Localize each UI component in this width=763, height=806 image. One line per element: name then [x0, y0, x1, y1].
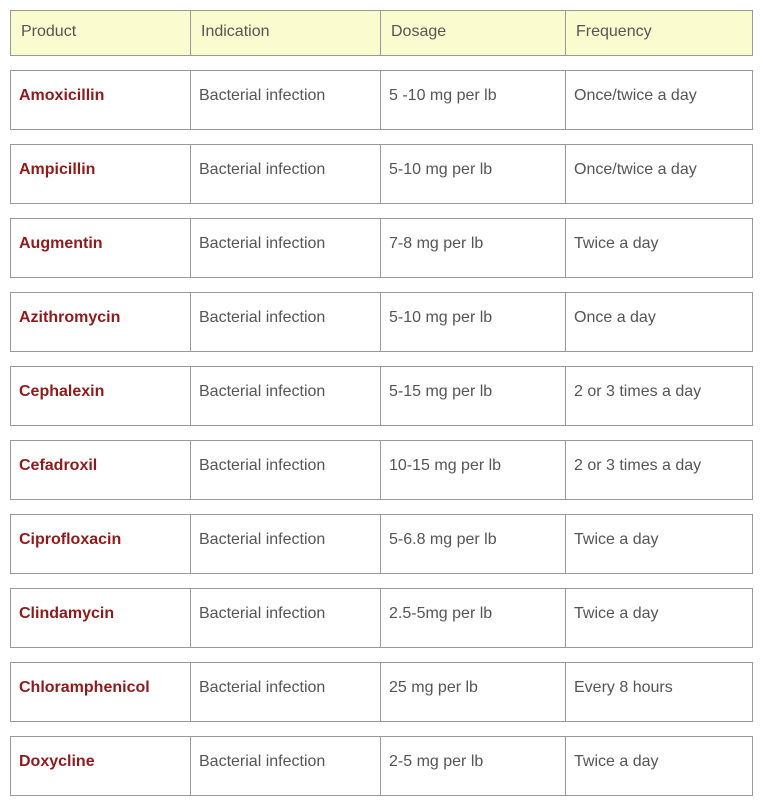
cell-product: Cefadroxil	[10, 440, 190, 500]
cell-dosage: 10-15 mg per lb	[380, 440, 565, 500]
cell-frequency: Twice a day	[565, 588, 753, 648]
cell-frequency: 2 or 3 times a day	[565, 366, 753, 426]
cell-product: Azithromycin	[10, 292, 190, 352]
table-row: ClindamycinBacterial infection2.5-5mg pe…	[10, 588, 753, 648]
row-spacer	[10, 722, 753, 736]
cell-product: Doxycline	[10, 736, 190, 796]
cell-dosage: 7-8 mg per lb	[380, 218, 565, 278]
table-header-row: Product Indication Dosage Frequency	[10, 10, 753, 56]
table-row: AugmentinBacterial infection7-8 mg per l…	[10, 218, 753, 278]
cell-frequency: Twice a day	[565, 218, 753, 278]
cell-dosage: 5-10 mg per lb	[380, 292, 565, 352]
cell-indication: Bacterial infection	[190, 662, 380, 722]
row-spacer	[10, 574, 753, 588]
cell-indication: Bacterial infection	[190, 440, 380, 500]
row-spacer	[10, 278, 753, 292]
table-row: DoxyclineBacterial infection2-5 mg per l…	[10, 736, 753, 796]
cell-frequency: Every 8 hours	[565, 662, 753, 722]
cell-dosage: 5-15 mg per lb	[380, 366, 565, 426]
cell-product: Ampicillin	[10, 144, 190, 204]
table-row: CephalexinBacterial infection 5-15 mg pe…	[10, 366, 753, 426]
cell-product: Ciprofloxacin	[10, 514, 190, 574]
cell-frequency: Twice a day	[565, 514, 753, 574]
cell-frequency: Once/twice a day	[565, 70, 753, 130]
cell-indication: Bacterial infection	[190, 70, 380, 130]
table-row: AzithromycinBacterial infection5-10 mg p…	[10, 292, 753, 352]
column-header-frequency: Frequency	[565, 10, 753, 56]
cell-dosage: 5 -10 mg per lb	[380, 70, 565, 130]
row-spacer	[10, 426, 753, 440]
column-header-indication: Indication	[190, 10, 380, 56]
table-body: AmoxicillinBacterial infection5 -10 mg p…	[10, 56, 753, 796]
table-row: AmpicillinBacterial infection5-10 mg per…	[10, 144, 753, 204]
cell-frequency: Once a day	[565, 292, 753, 352]
cell-indication: Bacterial infection	[190, 292, 380, 352]
cell-indication: Bacterial infection	[190, 144, 380, 204]
cell-frequency: Once/twice a day	[565, 144, 753, 204]
cell-frequency: 2 or 3 times a day	[565, 440, 753, 500]
column-header-product: Product	[10, 10, 190, 56]
cell-dosage: 5-6.8 mg per lb	[380, 514, 565, 574]
cell-indication: Bacterial infection	[190, 588, 380, 648]
table-row: ChloramphenicolBacterial infection25 mg …	[10, 662, 753, 722]
row-spacer	[10, 648, 753, 662]
cell-product: Clindamycin	[10, 588, 190, 648]
column-header-dosage: Dosage	[380, 10, 565, 56]
row-spacer	[10, 130, 753, 144]
cell-product: Cephalexin	[10, 366, 190, 426]
cell-product: Augmentin	[10, 218, 190, 278]
cell-dosage: 2.5-5mg per lb	[380, 588, 565, 648]
cell-product: Chloramphenicol	[10, 662, 190, 722]
row-spacer	[10, 204, 753, 218]
cell-indication: Bacterial infection	[190, 366, 380, 426]
cell-dosage: 5-10 mg per lb	[380, 144, 565, 204]
table-row: CiprofloxacinBacterial infection 5-6.8 m…	[10, 514, 753, 574]
cell-dosage: 25 mg per lb	[380, 662, 565, 722]
cell-indication: Bacterial infection	[190, 218, 380, 278]
row-spacer	[10, 500, 753, 514]
cell-indication: Bacterial infection	[190, 736, 380, 796]
cell-dosage: 2-5 mg per lb	[380, 736, 565, 796]
cell-frequency: Twice a day	[565, 736, 753, 796]
table-row: AmoxicillinBacterial infection5 -10 mg p…	[10, 70, 753, 130]
cell-product: Amoxicillin	[10, 70, 190, 130]
cell-indication: Bacterial infection	[190, 514, 380, 574]
row-spacer	[10, 352, 753, 366]
row-spacer	[10, 56, 753, 70]
table-row: CefadroxilBacterial infection10-15 mg pe…	[10, 440, 753, 500]
medication-table: Product Indication Dosage Frequency Amox…	[10, 10, 753, 796]
